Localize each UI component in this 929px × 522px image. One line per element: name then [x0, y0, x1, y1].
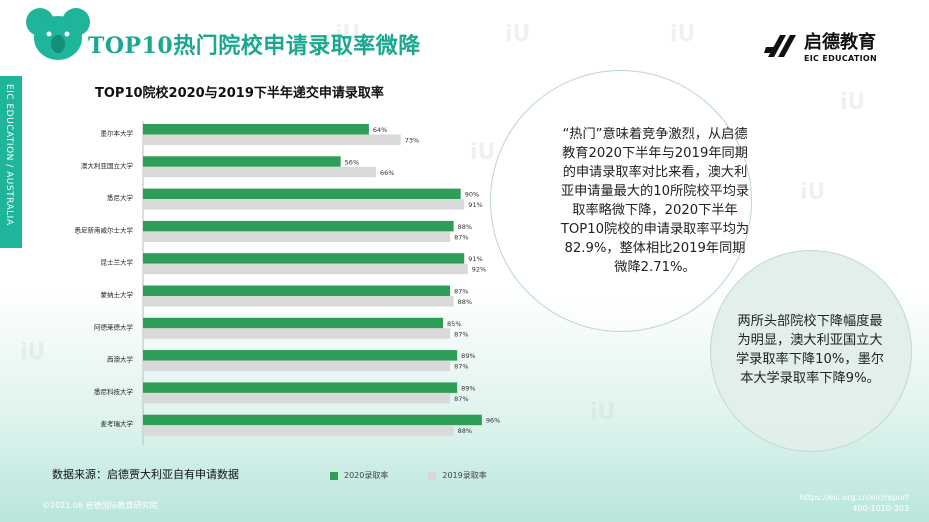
watermark: iU [20, 340, 46, 365]
footer-phone: 400-1010-303 [852, 504, 909, 513]
watermark: iU [800, 180, 826, 205]
data-label: 66% [380, 169, 394, 177]
bar-2020 [143, 285, 451, 296]
bar-2019 [143, 199, 465, 210]
footer-copyright: ©2021.08 启德国际教育研究院 [42, 501, 158, 510]
legend-item-2020: 2020录取率 [330, 470, 388, 481]
bar-2019 [143, 360, 451, 372]
side-band: EIC EDUCATION / AUSTRALIA [0, 76, 22, 248]
watermark: iU [670, 22, 696, 47]
data-label: 87% [454, 395, 468, 403]
bar-2019 [143, 231, 451, 242]
data-label: 56% [345, 158, 359, 166]
bar-2019 [143, 166, 376, 178]
watermark: iU [335, 22, 361, 47]
watermark: iU [840, 90, 866, 115]
bar-2019 [143, 328, 451, 339]
bar-2020 [143, 220, 454, 232]
data-label: 87% [454, 288, 468, 296]
data-label: 90% [465, 191, 479, 199]
data-label: 87% [454, 330, 468, 338]
legend-item-2019: 2019录取率 [428, 470, 487, 481]
callout-text-large: “热门”意味着竞争激烈，从启德教育2020下半年与2019年同期的申请录取率对比… [560, 127, 750, 275]
legend-swatch-2020 [330, 471, 338, 480]
chart-title: TOP10院校2020与2019下半年递交申请录取率 [95, 86, 384, 101]
eic-logo-icon [764, 34, 797, 57]
legend-swatch-2019 [428, 471, 437, 480]
bar-2020 [143, 350, 458, 361]
legend-label-2020: 2020录取率 [344, 471, 389, 480]
data-label: 87% [454, 233, 468, 241]
bar-2020 [143, 156, 341, 167]
category-label: 悉尼新南威尔士大学 [75, 225, 134, 234]
bar-2020 [143, 414, 482, 426]
category-label: 悉尼科技大学 [94, 387, 134, 396]
data-label: 89% [461, 384, 475, 392]
data-label: 88% [458, 298, 472, 306]
data-label: 89% [461, 352, 475, 360]
bar-2020 [143, 188, 461, 200]
callout-text-small: 两所头部院校下降幅度最为明显，澳大利亚国立大学录取率下降10%，墨尔本大学录取率… [736, 314, 884, 386]
bar-2019 [143, 392, 451, 404]
bar-2020 [143, 253, 465, 264]
bar-2019 [143, 296, 454, 307]
brand-subtitle: EIC EDUCATION [804, 54, 877, 63]
bar-2019 [143, 263, 468, 275]
koala-logo-icon [26, 8, 90, 60]
data-label: 88% [458, 427, 472, 435]
brand-name: 启德教育 [804, 32, 877, 53]
bar-2019 [143, 134, 401, 145]
data-label: 88% [458, 223, 472, 231]
watermark: iU [590, 400, 616, 425]
brand-logo: 启德教育 EIC EDUCATION [764, 28, 877, 63]
data-label: 92% [472, 266, 486, 274]
callout-circle-small [710, 250, 912, 452]
category-label: 阿德莱德大学 [94, 322, 134, 331]
data-source: 数据来源：启德贾大利亚自有申请数据 [52, 468, 239, 481]
bar-2020 [143, 124, 369, 135]
data-label: 96% [486, 417, 500, 425]
data-label: 64% [373, 126, 387, 134]
category-label: 昆士兰大学 [101, 258, 134, 267]
legend-label-2019: 2019录取率 [442, 471, 487, 480]
watermark: iU [470, 140, 496, 165]
bar-2019 [143, 425, 454, 436]
bar-2020 [143, 317, 444, 329]
bar-2020 [143, 382, 458, 393]
page-title: TOP10热门院校申请录取率微降 [88, 33, 421, 59]
watermark: iU [505, 22, 531, 47]
category-label: 蒙纳士大学 [101, 290, 134, 299]
data-label: 73% [405, 137, 419, 145]
chart-legend: 2020录取率 2019录取率 [330, 470, 487, 481]
side-band-text: EIC EDUCATION / AUSTRALIA [4, 84, 14, 226]
callout-circle-large [490, 70, 752, 332]
category-label: 悉尼大学 [107, 193, 134, 202]
category-label: 澳大利亚国立大学 [81, 161, 134, 170]
footer-url[interactable]: https://eic.org.cn/eic/report [799, 493, 909, 502]
category-label: 西澳大学 [107, 355, 134, 364]
category-label: 墨尔本大学 [101, 129, 134, 138]
data-label: 91% [468, 201, 482, 209]
data-label: 87% [454, 363, 468, 371]
data-label: 85% [447, 320, 461, 328]
data-label: 91% [468, 255, 482, 263]
category-label: 麦考瑞大学 [101, 419, 134, 428]
footer-contact: https://eic.org.cn/eic/report 400-1010-3… [800, 492, 909, 514]
